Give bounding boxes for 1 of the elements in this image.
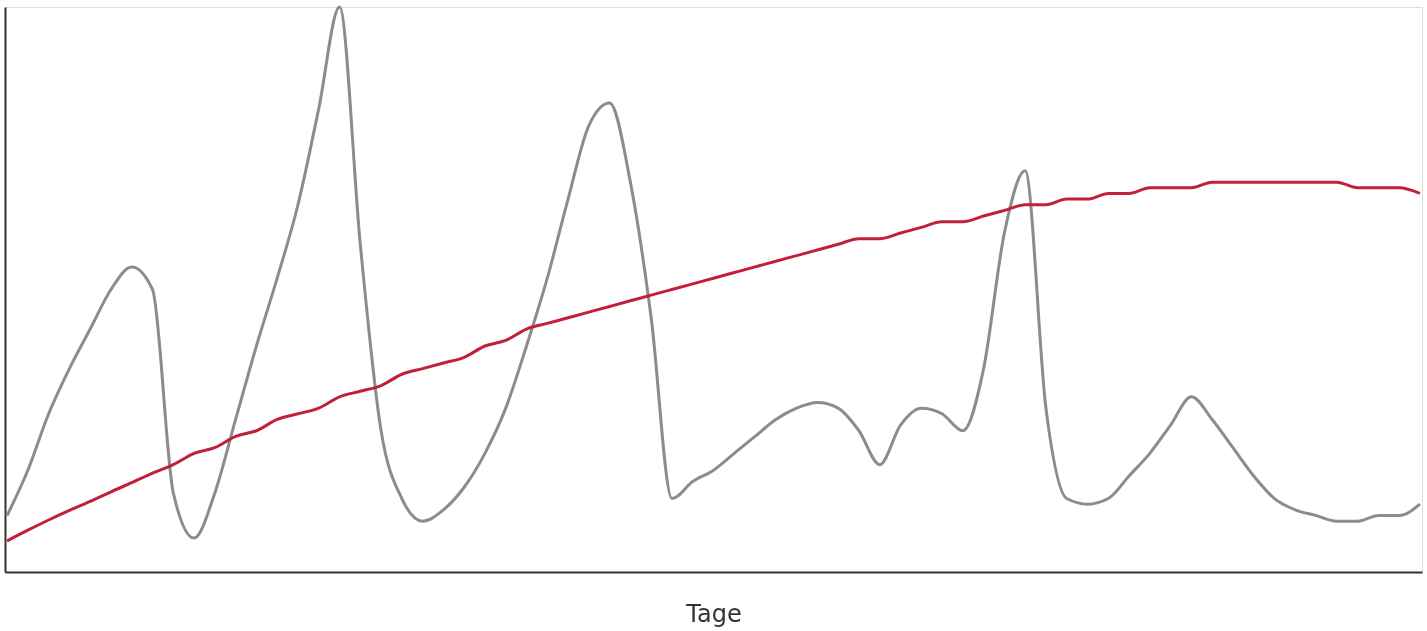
x-axis-title: Tage [685, 599, 742, 628]
